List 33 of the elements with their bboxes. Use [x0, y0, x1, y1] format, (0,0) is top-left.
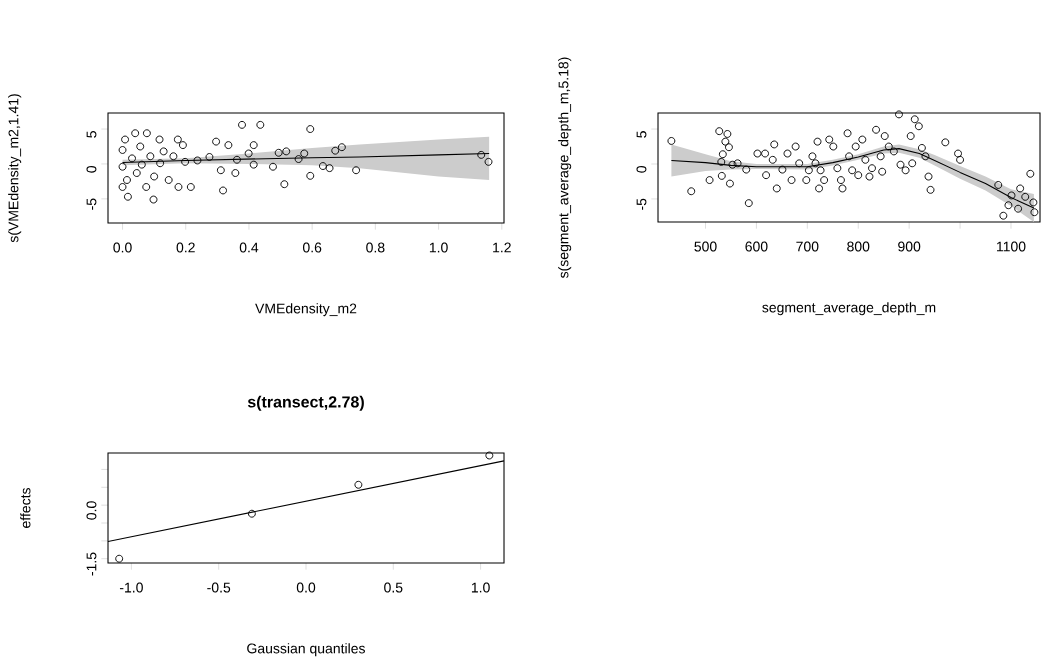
- x-tick-label: 1.2: [493, 242, 511, 253]
- y-tick-label: -5: [86, 198, 97, 210]
- y-axis-title: s(segment_average_depth_m,5.18): [558, 57, 572, 278]
- x-tick-label: 0.4: [239, 242, 259, 253]
- x-axis-title: VMEdensity_m2: [255, 303, 357, 317]
- x-tick-label: 1.0: [471, 582, 490, 593]
- x-tick-label: 0.5: [384, 582, 403, 593]
- y-axis-title: s(VMEdensity_m2,1.41): [8, 94, 22, 243]
- y-tick-label: 5: [86, 131, 97, 138]
- x-tick-label: 0.0: [113, 242, 132, 253]
- x-tick-label: 0.8: [366, 242, 385, 253]
- chart-title: s(transect,2.78): [247, 395, 364, 411]
- y-axis-title: effects: [20, 488, 31, 528]
- y-tick-label: 0: [636, 166, 647, 173]
- x-tick-label: 1.0: [429, 242, 448, 253]
- x-axis-title: segment_average_depth_m: [762, 302, 936, 316]
- x-tick-label: 800: [847, 241, 870, 252]
- x-tick-label: 900: [898, 241, 921, 252]
- x-tick-label: -1.0: [119, 582, 143, 593]
- y-tick-label: 0: [86, 165, 97, 173]
- x-tick-label: 0.0: [296, 582, 316, 593]
- x-tick-label: 0.2: [176, 242, 195, 253]
- x-tick-label: -0.5: [207, 582, 231, 593]
- x-tick-label: 0.6: [302, 242, 322, 253]
- x-tick-label: 1100: [997, 241, 1026, 252]
- x-tick-label: 600: [745, 241, 768, 252]
- y-tick-label: 5: [636, 131, 647, 138]
- x-axis-title: Gaussian quantiles: [247, 643, 365, 657]
- y-tick-label: -1.5: [86, 552, 97, 576]
- y-tick-label: -5: [636, 198, 647, 210]
- x-tick-label: 700: [796, 241, 819, 252]
- y-tick-label: 0.0: [86, 501, 97, 520]
- x-tick-label: 500: [694, 241, 717, 252]
